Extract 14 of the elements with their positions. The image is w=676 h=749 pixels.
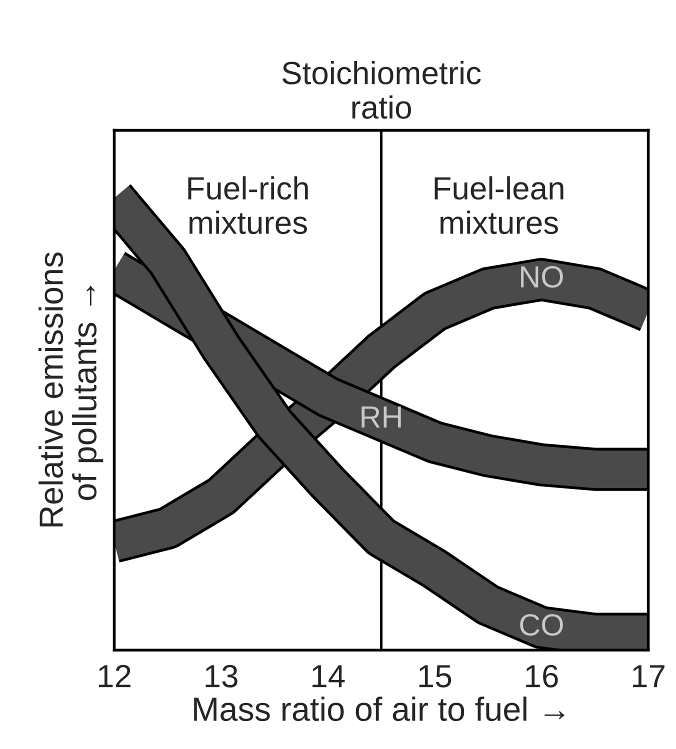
x-tick-label: 13 [206, 664, 238, 688]
y-axis-title: Relative emissions of pollutants → [38, 252, 104, 526]
series-label: NO [521, 266, 563, 288]
x-tick-label: 15 [419, 665, 452, 688]
x-axis-title: Mass ratio of air to fuel → [194, 696, 564, 722]
series-label: CO [520, 614, 563, 636]
x-tick-label: 14 [312, 665, 345, 688]
x-tick-label: 17 [632, 665, 664, 688]
series-label: RH [362, 406, 401, 428]
ref-line-label: Stoichiometric ratio [282, 60, 481, 119]
x-tick-label: 12 [98, 664, 130, 688]
annotation: Fuel-rich mixtures [188, 176, 308, 234]
annotation: Fuel-lean mixtures [434, 176, 564, 234]
x-tick-label: 16 [526, 664, 558, 688]
